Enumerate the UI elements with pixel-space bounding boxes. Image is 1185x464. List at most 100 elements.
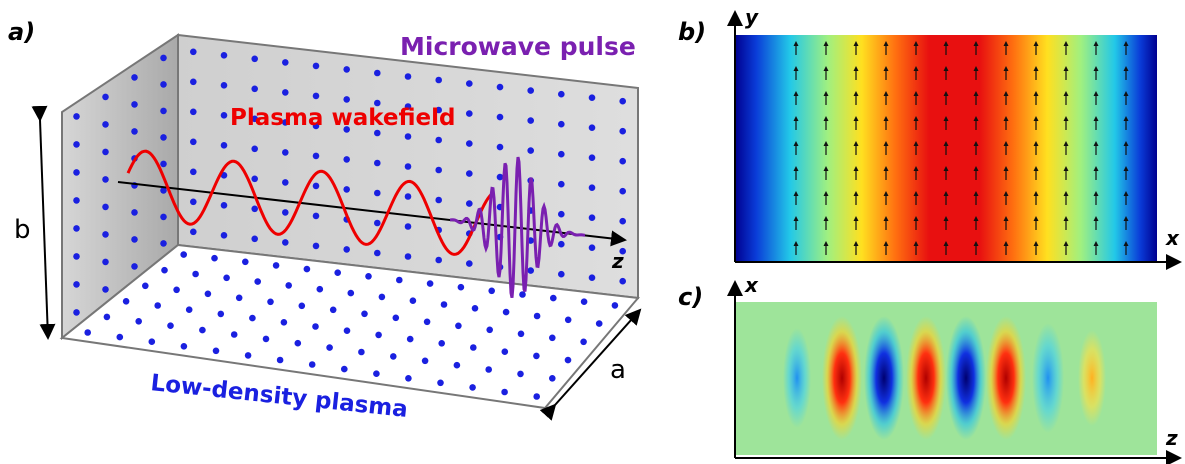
plasma-dot bbox=[466, 140, 473, 147]
plasma-dot bbox=[131, 74, 138, 81]
plasma-dot bbox=[160, 134, 167, 141]
plasma-dot bbox=[469, 384, 476, 391]
plasma-dot bbox=[455, 323, 462, 330]
plasma-dot bbox=[326, 344, 333, 351]
panel-a: a) Microwave pulse Plasma wakefield z b … bbox=[8, 18, 640, 423]
plasma-dot bbox=[437, 380, 444, 387]
plasma-dot bbox=[236, 295, 243, 302]
plasma-dot bbox=[313, 63, 320, 70]
plasma-dot bbox=[102, 121, 109, 128]
plasma-dot bbox=[131, 128, 138, 135]
plasma-dot bbox=[486, 327, 493, 334]
plasma-dot bbox=[73, 253, 80, 260]
plasma-dot bbox=[410, 297, 417, 304]
plasma-dot bbox=[102, 176, 109, 183]
plasma-dot bbox=[405, 163, 412, 170]
plasma-dot bbox=[527, 267, 534, 274]
plasma-dot bbox=[527, 147, 534, 154]
plasma-dot bbox=[405, 223, 412, 230]
plasma-dot bbox=[190, 169, 197, 176]
plasma-dot bbox=[435, 137, 442, 144]
plasma-dot bbox=[221, 112, 228, 119]
plasma-dot bbox=[361, 311, 368, 318]
plasma-dot bbox=[313, 153, 320, 160]
plasma-dot bbox=[313, 93, 320, 100]
plasma-dot bbox=[424, 319, 431, 326]
plasma-dot bbox=[518, 331, 525, 338]
plasma-dot bbox=[123, 298, 130, 305]
plasma-dot bbox=[341, 366, 348, 373]
plasma-dot bbox=[501, 389, 508, 396]
plasma-dot bbox=[73, 169, 80, 176]
plasma-dot bbox=[405, 193, 412, 200]
plasma-dot bbox=[190, 109, 197, 116]
plasma-dot bbox=[405, 375, 412, 382]
plasma-dot bbox=[154, 302, 161, 309]
plasma-dot bbox=[517, 371, 524, 378]
panel-label: a) bbox=[8, 18, 35, 46]
plasma-dot bbox=[249, 315, 256, 322]
plasma-dot bbox=[343, 156, 350, 163]
plasma-dot bbox=[190, 49, 197, 56]
plasma-dot bbox=[267, 299, 274, 306]
plasma-dot bbox=[190, 229, 197, 236]
plasma-dot bbox=[527, 117, 534, 124]
plasma-dot bbox=[374, 220, 381, 227]
plasma-dot bbox=[231, 331, 238, 338]
plasma-dot bbox=[309, 361, 316, 368]
plasma-dot bbox=[589, 94, 596, 101]
plasma-dot bbox=[374, 250, 381, 257]
plasma-dot bbox=[393, 315, 400, 322]
plasma-dot bbox=[485, 366, 492, 373]
plasma-dot bbox=[190, 79, 197, 86]
plasma-dot bbox=[558, 241, 565, 248]
plasma-dot bbox=[251, 56, 258, 63]
plasma-dot bbox=[558, 271, 565, 278]
plasma-dot bbox=[435, 167, 442, 174]
plasma-dot bbox=[533, 353, 540, 360]
plasma-dot bbox=[213, 348, 220, 355]
plasma-dot bbox=[192, 271, 199, 278]
plasma-dot bbox=[117, 334, 124, 341]
plasma-dot bbox=[190, 199, 197, 206]
plasma-dot bbox=[422, 358, 429, 365]
plasma-dot bbox=[317, 286, 324, 293]
plasma-dot bbox=[73, 309, 80, 316]
plasma-dot bbox=[405, 253, 412, 260]
plasma-dot bbox=[558, 121, 565, 128]
plasma-dot bbox=[205, 291, 212, 298]
plasma-dot bbox=[251, 176, 258, 183]
plasma-dot bbox=[619, 98, 626, 105]
plasma-dot bbox=[277, 357, 284, 364]
plasma-dot bbox=[558, 211, 565, 218]
plasma-dot bbox=[405, 133, 412, 140]
plasma-dot bbox=[295, 340, 302, 347]
plasma-dot bbox=[254, 278, 261, 285]
plasma-dot bbox=[282, 59, 289, 66]
plasma-dot bbox=[558, 91, 565, 98]
plasma-dot bbox=[619, 188, 626, 195]
plasma-dot bbox=[73, 141, 80, 148]
plasma-dot bbox=[497, 144, 504, 151]
plasma-dot bbox=[102, 286, 109, 293]
plasma-dot bbox=[581, 298, 588, 305]
plasma-dot bbox=[458, 284, 465, 291]
plasma-dot bbox=[186, 306, 193, 313]
plasma-dot bbox=[379, 294, 386, 301]
plasma-dot bbox=[407, 336, 414, 343]
plasma-dot bbox=[160, 214, 167, 221]
plasma-dot bbox=[251, 236, 258, 243]
plasma-dot bbox=[589, 244, 596, 251]
plasma-dot bbox=[390, 353, 397, 360]
plasma-dot bbox=[527, 87, 534, 94]
plasma-dot bbox=[589, 154, 596, 161]
plasma-dot bbox=[131, 209, 138, 216]
plasma-dot bbox=[438, 340, 445, 347]
plasma-dot bbox=[180, 251, 187, 258]
plasma-dot bbox=[223, 275, 230, 282]
plasma-dot bbox=[497, 84, 504, 91]
dimension-label: b bbox=[14, 215, 31, 245]
plasma-dot bbox=[73, 113, 80, 120]
plasma-dot bbox=[358, 349, 365, 356]
plasma-dot bbox=[427, 280, 434, 287]
